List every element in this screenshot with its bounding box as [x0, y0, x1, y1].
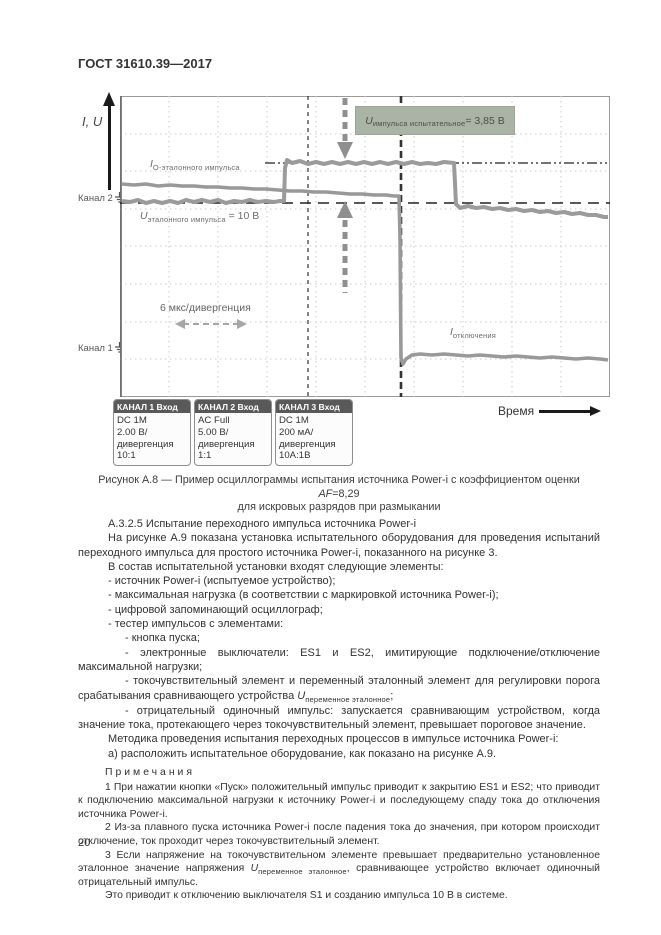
note-text: 3 Если напряжение на токочувствительном …: [78, 849, 600, 875]
channel-settings-row: КАНАЛ 1 Вход DC 1M 2.00 В/ дивергенция 1…: [113, 399, 353, 467]
paragraph: На рисунке А.9 показана установка испыта…: [78, 532, 600, 559]
x-axis-label: Время: [498, 404, 535, 418]
reference-voltage-subscript: эталонного импульса: [147, 215, 226, 224]
setting-line: 5.00 В/: [198, 426, 229, 438]
note-item: 2 Из-за плавного пуска источника Power-i…: [78, 822, 600, 848]
arrow-right-icon: [590, 406, 602, 416]
arrow-line: [539, 410, 592, 413]
figure-caption-line1: Рисунок А.8 — Пример осциллограммы испыт…: [78, 474, 600, 501]
setting-line: 10:1: [117, 450, 136, 462]
list-item: - кнопка пуска;: [125, 632, 200, 645]
arrow-dashed-line: [183, 323, 239, 325]
list-item: - тестер импульсов с элементами:: [108, 618, 284, 631]
off-current-symbol: I: [450, 326, 453, 338]
channel-1-label: Канал 1: [78, 342, 113, 354]
setting-line: DC 1M: [117, 415, 147, 426]
voltage-symbol: U: [250, 863, 259, 875]
channel-2-settings-header: КАНАЛ 2 Вход: [195, 400, 271, 413]
figure-caption-line2: для искровых разрядов при размыкании: [237, 501, 441, 513]
setting-line: 2.00 В/: [117, 426, 148, 438]
reference-voltage-symbol: U: [140, 210, 148, 222]
voltage-subscript: переменное эталонное: [258, 867, 347, 877]
channel-2-settings-body: AC Full 5.00 В/ дивергенция 1:1: [195, 413, 271, 465]
time-division-arrow: [175, 319, 247, 329]
caption-text: Рисунок А.8 — Пример осциллограммы испыт…: [98, 474, 580, 486]
voltage-symbol: U: [297, 689, 306, 702]
channel-1-settings-header: КАНАЛ 1 Вход: [114, 400, 190, 413]
channel-2-settings-box: КАНАЛ 2 Вход AC Full 5.00 В/ дивергенция…: [194, 399, 272, 467]
setting-line: дивергенция: [198, 438, 255, 450]
notes-title: Примечания: [105, 767, 195, 779]
test-pulse-symbol: U: [365, 114, 373, 127]
note-text: , сравнивающее устройство включает одино…: [78, 863, 600, 888]
reference-current-symbol: I: [150, 158, 153, 170]
channel-3-settings-box: КАНАЛ 3 Вход DC 1M 200 мА/ дивергенция 1…: [275, 399, 353, 467]
oscilloscope-plot: [120, 96, 610, 397]
test-pulse-subscript: импульса испытательное: [372, 119, 466, 128]
reference-voltage-value: = 10 В: [225, 210, 260, 222]
note-item: Это приводит к отключению выключателя S1…: [105, 890, 508, 902]
note-item: 1 При нажатии кнопки «Пуск» положительны…: [78, 781, 600, 820]
list-item: - источник Power-i (испытуемое устройств…: [108, 575, 336, 588]
test-pulse-up-arrow: [337, 201, 353, 293]
y-axis-arrowhead: [103, 92, 115, 106]
channel-1-settings-body: DC 1M 2.00 В/ дивергенция 10:1: [114, 413, 190, 465]
waveform-trace-reference-pulse: [121, 158, 608, 219]
body-text: А.3.2.5 Испытание переходного импульса и…: [78, 517, 600, 903]
paragraph: Методика проведения испытания переходных…: [108, 733, 559, 746]
notes-block: Примечания 1 При нажатии кнопки «Пуск» п…: [78, 766, 600, 903]
ground-icon: [114, 342, 120, 353]
channel-1-marker: Канал 1: [78, 342, 120, 354]
document-header: ГОСТ 31610.39—2017: [78, 56, 213, 71]
y-axis-arrow: [108, 104, 111, 190]
caption-af-symbol: AF: [318, 487, 333, 500]
page-number: 20: [78, 837, 91, 849]
arrow-left-icon: [175, 319, 185, 329]
reference-current-label: IО-эталонного импульса: [150, 158, 240, 172]
channel-3-settings-body: DC 1M 200 мА/ дивергенция 10А:1В: [276, 413, 352, 465]
setting-line: DC 1M: [279, 415, 309, 426]
setting-line: AC Full: [198, 415, 230, 426]
setting-line: 1:1: [198, 450, 212, 462]
off-current-label: Iотключения: [450, 326, 497, 340]
setting-line: 10А:1В: [279, 450, 311, 462]
test-pulse-down-arrow: [337, 98, 353, 159]
setting-line: дивергенция: [279, 438, 336, 450]
paragraph: а) расположить испытательное оборудовани…: [108, 747, 497, 760]
list-item: - токочувствительный элемент и переменны…: [78, 674, 600, 704]
off-current-subscript: отключения: [452, 331, 497, 340]
list-item: - цифровой запоминающий осциллограф;: [108, 603, 323, 616]
arrow-right-icon: [237, 319, 247, 329]
list-item-text: - токочувствительный элемент и переменны…: [78, 675, 600, 702]
setting-line: 200 мА/: [279, 426, 314, 438]
caption-value: =8,29: [332, 487, 360, 500]
note-item: 3 Если напряжение на токочувствительном …: [78, 849, 600, 890]
paragraph: В состав испытательной установки входят …: [108, 560, 444, 573]
list-item: - максимальная нагрузка (в соответствии …: [108, 589, 499, 602]
ground-icon: [114, 192, 120, 203]
test-pulse-value: = 3,85 В: [465, 114, 505, 127]
list-item: - электронные выключатели: ES1 и ES2, им…: [78, 646, 600, 673]
channel-2-label: Канал 2: [78, 192, 113, 204]
voltage-subscript: переменное эталонное: [305, 694, 391, 704]
time-axis-arrow: [539, 406, 602, 416]
waveform-trace-load-current: [121, 182, 609, 366]
reference-current-subscript: О-эталонного импульса: [152, 163, 240, 172]
x-axis-label-group: Время: [498, 404, 602, 418]
section-heading: А.3.2.5 Испытание переходного импульса и…: [108, 518, 417, 530]
setting-line: дивергенция: [117, 438, 174, 450]
channel-1-settings-box: КАНАЛ 1 Вход DC 1M 2.00 В/ дивергенция 1…: [113, 399, 191, 467]
y-axis-label: I, U: [82, 114, 103, 129]
figure-caption: Рисунок А.8 — Пример осциллограммы испыт…: [78, 474, 600, 515]
time-per-division-label: 6 мкс/дивергенция: [160, 302, 251, 314]
reference-voltage-label: Uэталонного импульса = 10 В: [140, 210, 260, 224]
list-item: - отрицательный одиночный импульс: запус…: [78, 704, 600, 732]
list-item-text: ;: [390, 689, 394, 702]
channel-2-marker: Канал 2: [78, 192, 120, 204]
channel-3-settings-header: КАНАЛ 3 Вход: [276, 400, 352, 413]
